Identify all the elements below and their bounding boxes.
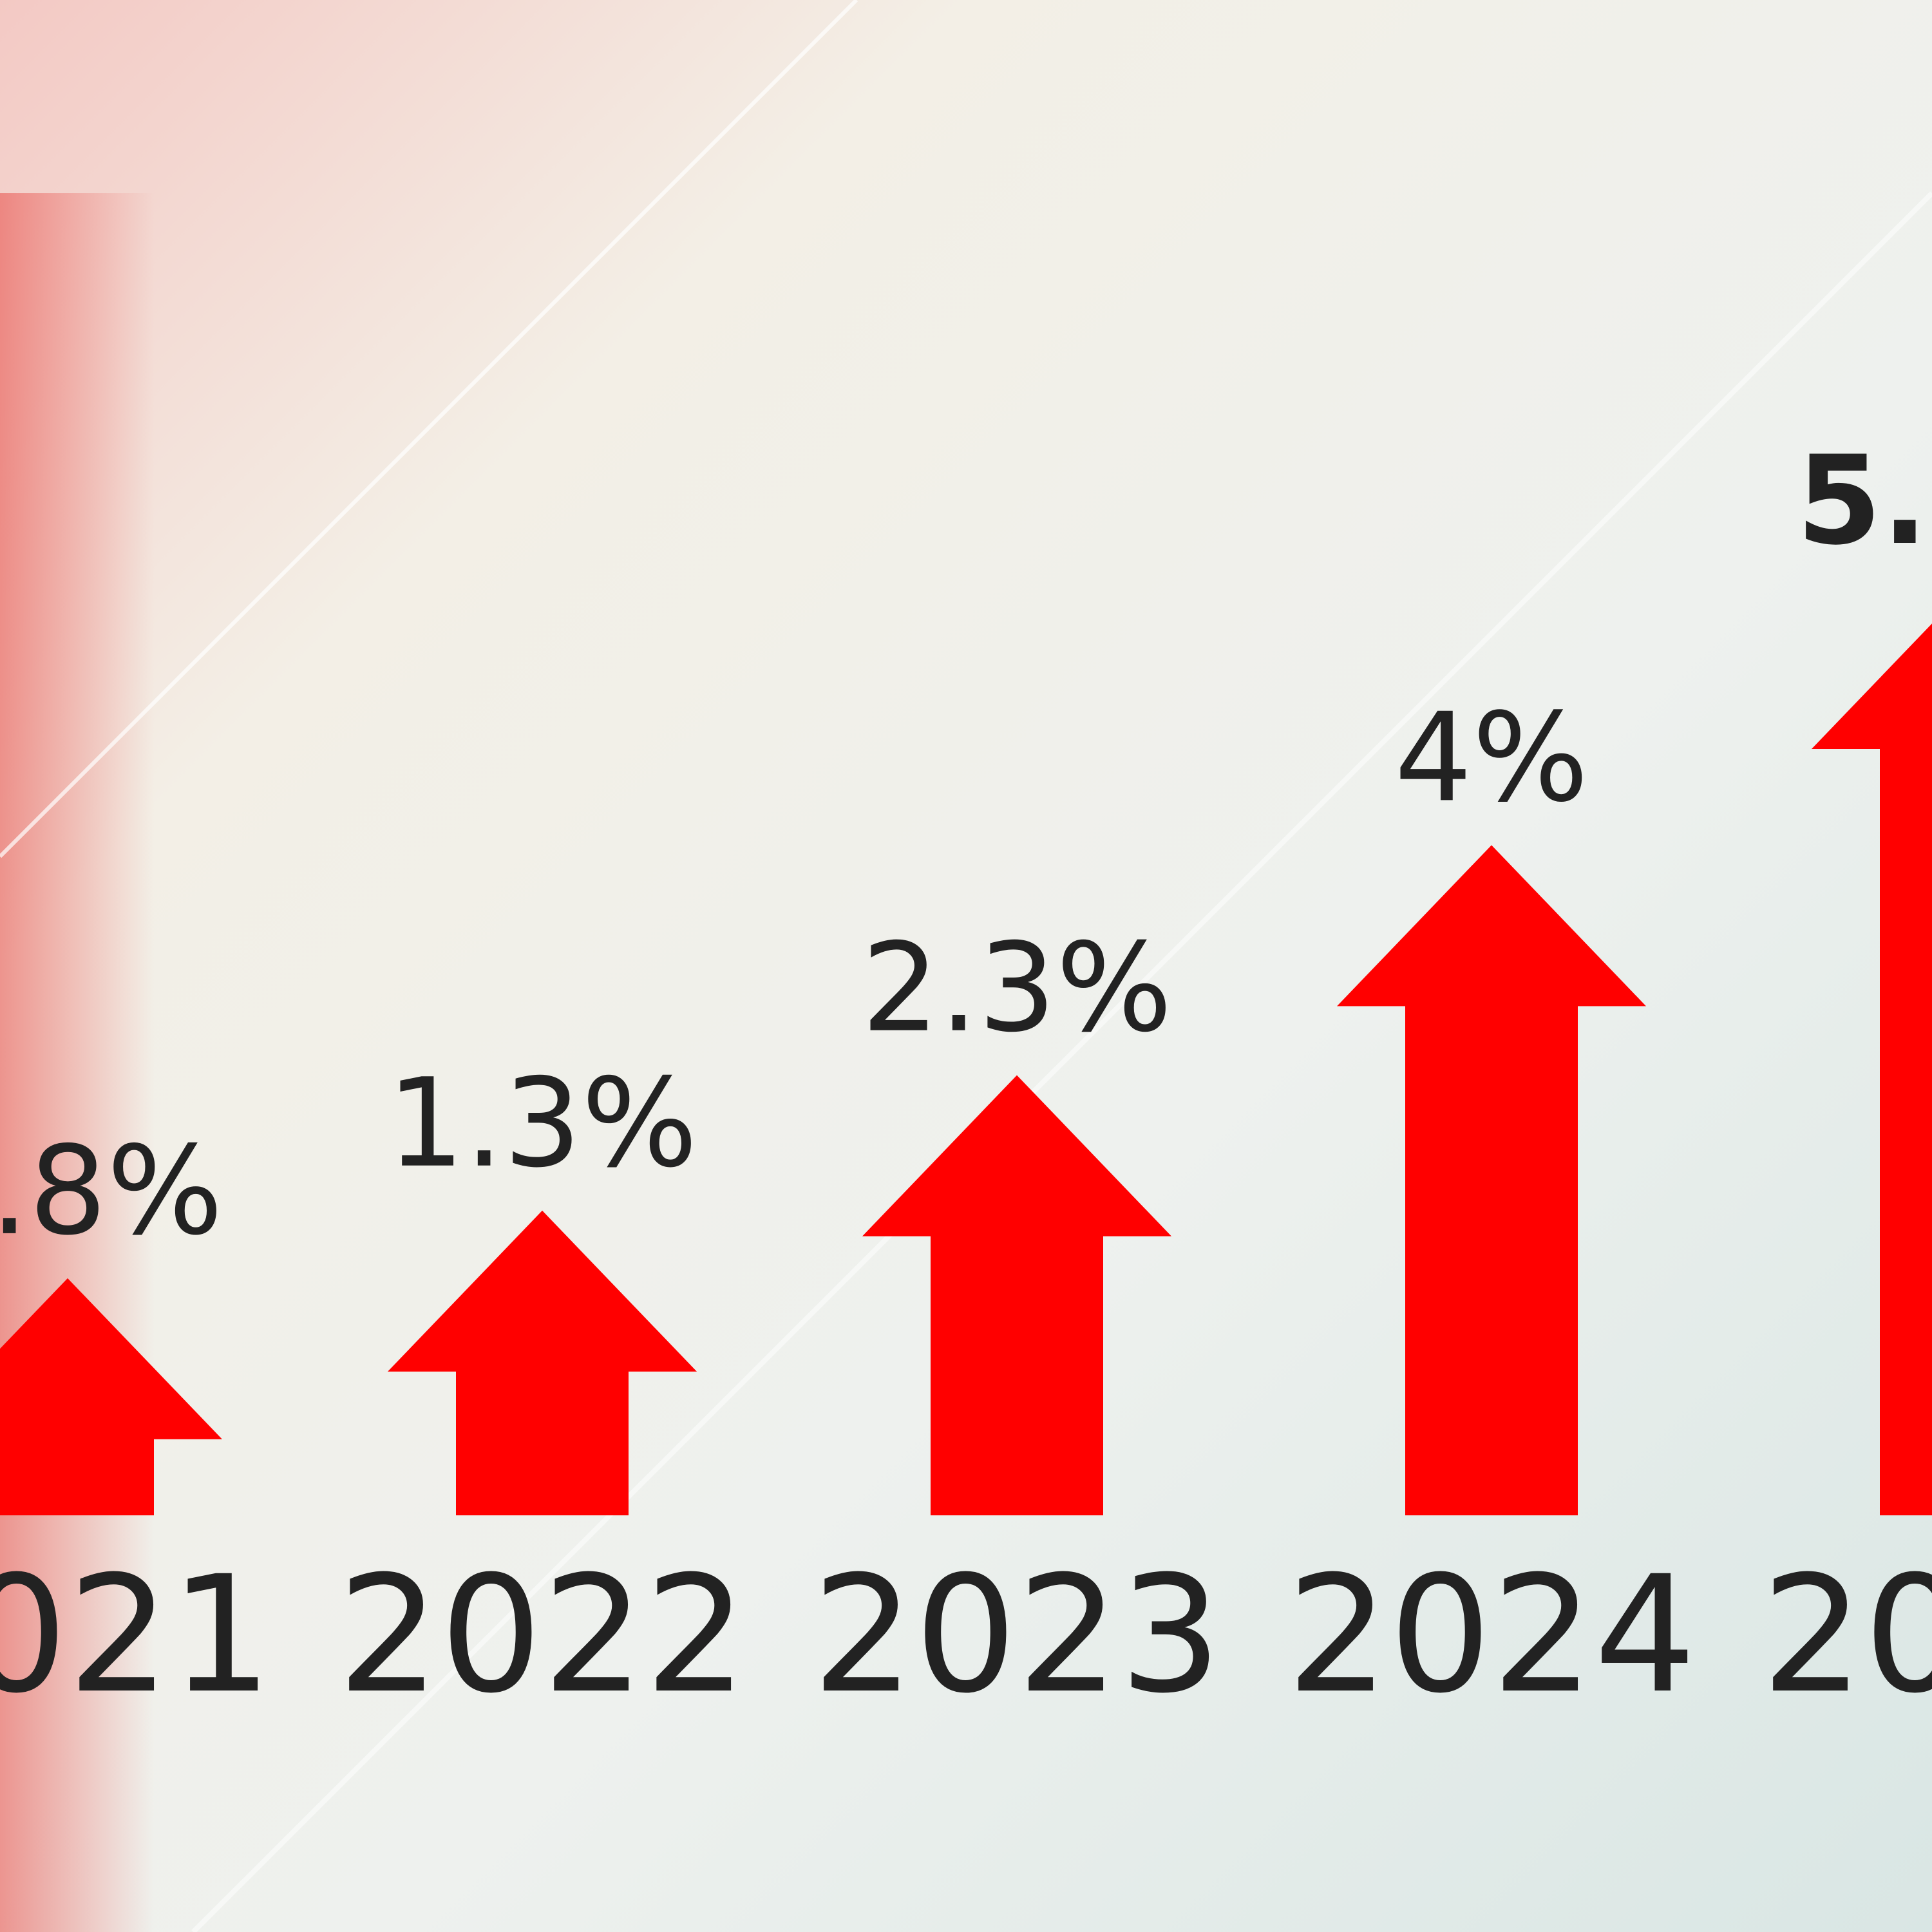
value-label: 2.3% [862, 917, 1173, 1059]
value-label: 0.8% [0, 1120, 223, 1262]
arrow [862, 1075, 1171, 1515]
arrow [0, 1278, 222, 1515]
decor-line [191, 191, 1932, 1932]
value-label: 4% [1394, 687, 1588, 829]
arrow [1337, 845, 1646, 1515]
arrow [1812, 623, 1932, 1515]
value-label: 1.3% [387, 1052, 698, 1195]
x-tick-label: 2024 [1287, 1541, 1696, 1728]
value-label: 5.9% [1797, 430, 1932, 572]
arrow [388, 1210, 697, 1515]
x-tick-label: 2025 [1761, 1541, 1932, 1728]
x-tick-label: 2023 [812, 1541, 1222, 1728]
x-tick-label: 2021 [0, 1541, 272, 1728]
background-glow [0, 193, 155, 1932]
arrows: 0.8% 2021 1.3% 2022 2.3% 2023 4% 2024 5.9% 2025 [0, 430, 1932, 1728]
decor-line [0, 0, 858, 858]
x-tick-label: 2022 [337, 1541, 747, 1728]
